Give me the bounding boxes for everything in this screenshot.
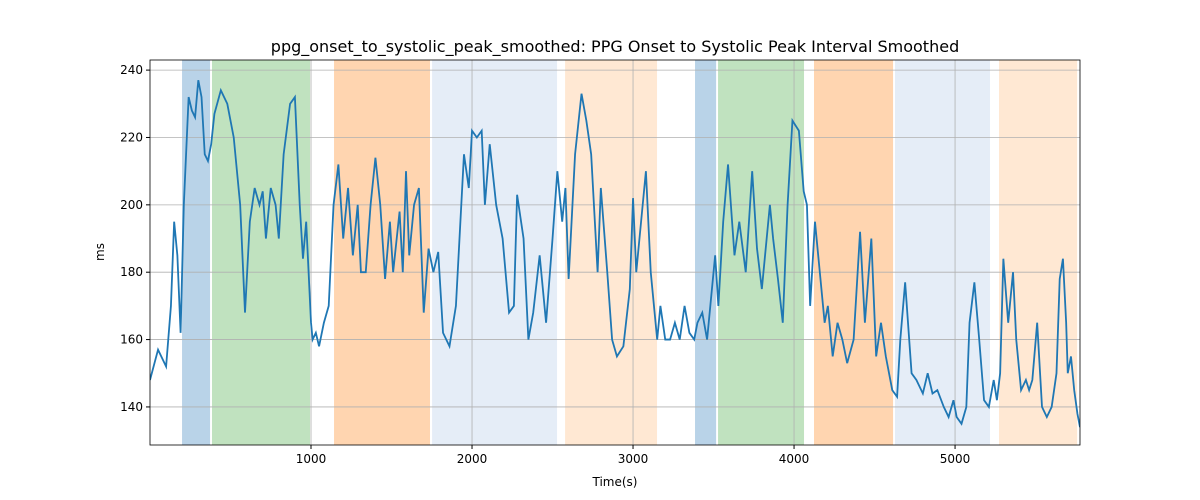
span [432, 60, 558, 445]
span [999, 60, 1078, 445]
x-tick-label: 1000 [296, 452, 327, 466]
y-tick-label: 180 [120, 265, 143, 279]
span [334, 60, 430, 445]
y-tick-label: 240 [120, 63, 143, 77]
chart-title: ppg_onset_to_systolic_peak_smoothed: PPG… [271, 37, 959, 57]
data-line [150, 80, 1080, 428]
axes-frame [149, 59, 1081, 446]
span [695, 60, 717, 445]
y-tick-label: 200 [120, 198, 143, 212]
x-tick-label: 2000 [457, 452, 488, 466]
x-tick-label: 3000 [618, 452, 649, 466]
x-tick-label: 5000 [940, 452, 971, 466]
y-tick-label: 160 [120, 333, 143, 347]
span [182, 60, 211, 445]
span [894, 60, 990, 445]
y-tick-label: 220 [120, 130, 143, 144]
x-tick-label: 4000 [779, 452, 810, 466]
span [211, 60, 311, 445]
y-axis-label: ms [93, 243, 107, 261]
plot-area [150, 60, 1080, 445]
span [565, 60, 658, 445]
y-tick-label: 140 [120, 400, 143, 414]
span [814, 60, 894, 445]
span [718, 60, 805, 445]
x-axis-label: Time(s) [592, 475, 638, 489]
